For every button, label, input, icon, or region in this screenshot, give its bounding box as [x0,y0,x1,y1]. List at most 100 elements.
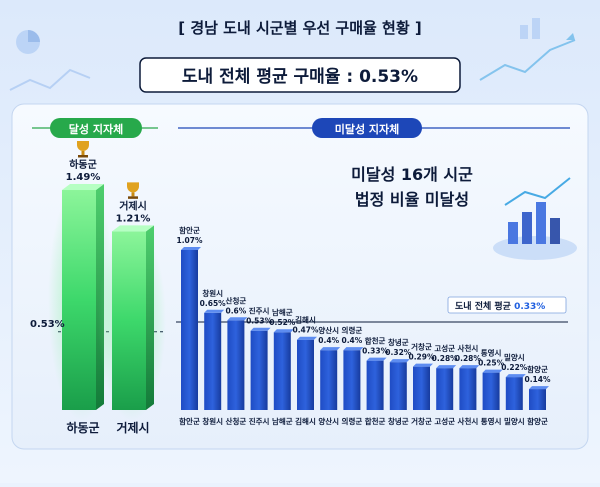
bar-value-label: 0.47% [292,326,319,335]
bar-unachieved-top-6 [297,336,317,340]
bar-name-label: 거창군 [411,342,432,352]
bar-value-label: 0.28% [455,354,482,363]
avg-label-box [447,296,567,314]
trophy-cup [127,182,139,193]
trophy-icon [77,141,89,158]
trophy-base [78,155,88,158]
bar-name-label: 함안군 [179,225,200,235]
bar-unachieved-top-1 [181,247,201,250]
category-label: 합천군 [365,416,386,426]
bar-labels: 하동군1.49%하동군거제시1.21%거제시함안군1.07%함안군창원시0.65… [66,141,551,435]
bar-name-label: 고성군 [434,343,455,353]
category-label: 남해군 [272,416,293,426]
category-label: 하동군 [66,420,99,435]
trophy-icon [127,182,139,199]
left-reference-label: 0.53% [30,319,65,330]
category-label: 의령군 [342,416,363,426]
bar-value-label: 0.33% [362,347,389,356]
bar-unachieved-top-14 [482,369,503,373]
bar-value-label: 0.29% [408,353,435,362]
unachieved-header-pill [312,118,422,138]
category-label: 창원시 [202,416,223,426]
bar-value-label-name: 하동군 [69,158,97,171]
bar-unachieved-4 [250,330,268,410]
bar-name-label: 남해군 [272,307,293,317]
bar-unachieved-2 [204,312,222,410]
category-label: 창녕군 [388,416,409,426]
bar-name-label: 합천군 [365,336,386,346]
chart-subtitle: 도내 전체 평균 구매율 : 0.53% [182,67,418,87]
bar-value-label: 0.65% [200,299,227,308]
bar-value-label: 0.4% [341,336,362,345]
bar-unachieved-11 [413,366,430,410]
bar-value-label: 0.14% [524,375,551,384]
bar-unachieved-5 [273,332,291,410]
category-label: 거창군 [411,416,432,426]
bar-unachieved-7 [320,350,338,410]
avg-label: 도내 전체 평균 0.33% [455,300,545,312]
bar-value-label: 0.4% [318,336,339,345]
bar-unachieved-1 [181,250,198,410]
chart-title: [ 경남 도내 시군별 우선 구매율 현황 ] [178,19,421,37]
bar-achieved-side-2 [146,225,154,410]
bar-unachieved-9 [366,360,384,410]
bar-name-label: 창원시 [202,288,223,298]
bar-unachieved-top-16 [529,386,549,390]
bar-unachieved-13 [459,368,477,410]
achieved-header-pill [50,118,142,138]
achieved-header: 달성 지자체 [69,122,123,136]
bar-unachieved-14 [482,372,500,410]
bar-value-label: 1.07% [176,236,203,245]
category-label: 김해시 [295,416,316,426]
trophy-cup [77,141,89,151]
bar-name-label: 양산시 [318,325,339,335]
category-label: 양산시 [318,416,339,426]
bar-value-label: 1.21% [116,213,151,224]
bar-unachieved-3 [227,320,245,410]
bar-unachieved-top-5 [273,329,294,333]
bar-name-label: 산청군 [226,295,247,305]
bar-achieved-2 [112,231,146,410]
bar-unachieved-10 [389,362,407,410]
trophy-stem [81,151,85,155]
category-label: 통영시 [481,416,502,426]
unachieved-header: 미달성 지자체 [335,122,400,136]
category-label: 사천시 [458,416,479,426]
chart-illustration-icon [493,177,577,260]
bar-value-label: 0.25% [478,359,505,368]
category-label: 산청군 [226,416,247,426]
bar-unachieved-top-7 [320,347,341,351]
bar-unachieved-6 [297,339,314,410]
bar-value-label: 0.28% [432,354,459,363]
bar-name-label: 의령군 [342,325,363,335]
bar-unachieved-16 [529,389,546,410]
category-label: 거제시 [116,420,149,435]
category-label: 함안군 [179,416,200,426]
bar-unachieved-top-8 [343,347,364,351]
bar-achieved-top-1 [62,184,104,190]
bar-value-label: 0.53% [246,317,273,326]
bar-unachieved-top-4 [250,327,271,331]
bar-name-label: 밀양시 [504,352,525,362]
bar-unachieved-top-12 [436,365,457,369]
bar-value-label: 1.49% [66,172,101,183]
bar-unachieved-top-3 [227,317,248,321]
bar-unachieved-top-15 [505,374,526,378]
bar-unachieved-top-9 [366,357,387,361]
subtitle-box [139,57,461,93]
bar-series [48,180,549,420]
bar-value-label: 0.6% [225,306,246,315]
bar-unachieved-top-10 [389,359,410,363]
category-label: 함양군 [527,416,548,426]
bar-unachieved-8 [343,350,361,410]
bar-unachieved-15 [505,377,523,410]
bg-decoration [9,18,576,91]
bar-value-label-name: 거제시 [119,199,147,212]
category-label: 진주시 [249,416,270,426]
callout-line2: 법정 비율 미달성 [355,190,469,209]
bar-unachieved-12 [436,368,454,410]
bar-unachieved-top-11 [413,363,433,367]
bar-name-label: 창녕군 [388,337,409,347]
